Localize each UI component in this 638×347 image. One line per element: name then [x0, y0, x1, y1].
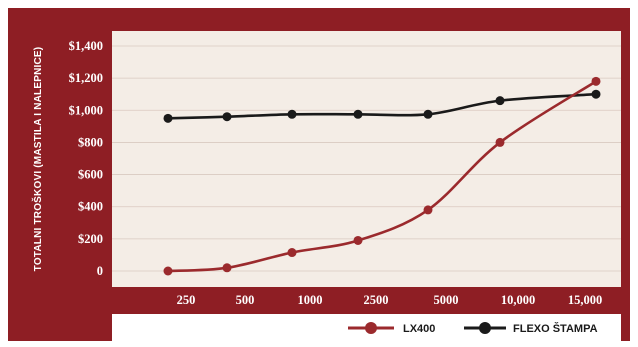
legend-label: FLEXO ŠTAMPA — [513, 322, 598, 335]
legend-label: LX400 — [403, 323, 435, 335]
data-point — [591, 89, 601, 99]
data-point — [163, 113, 173, 123]
legend-marker — [479, 322, 491, 334]
y-tick-label: $1,400 — [69, 39, 103, 53]
data-point — [287, 109, 297, 119]
y-tick-label: $600 — [78, 168, 103, 182]
y-tick-labels: $1,400 $1,200 $1,000 $800 $600 $400 $200 0 — [69, 39, 103, 278]
x-tick-label: 2500 — [364, 293, 389, 307]
legend-marker — [365, 322, 377, 334]
data-point — [495, 96, 505, 106]
data-point — [222, 112, 232, 122]
x-tick-label: 250 — [177, 293, 196, 307]
data-point — [163, 266, 173, 276]
x-axis-label: KOLIČINA U NALEPNICAMA — [124, 322, 272, 335]
y-tick-label: $200 — [78, 232, 103, 246]
data-point — [495, 137, 505, 147]
y-tick-label: $400 — [78, 200, 103, 214]
series-group — [163, 76, 601, 276]
x-tick-label: 500 — [236, 293, 255, 307]
data-point — [423, 109, 433, 119]
data-point — [423, 205, 433, 215]
y-tick-label: $1,000 — [69, 103, 103, 117]
data-point — [222, 263, 232, 273]
y-tick-label: $800 — [78, 135, 103, 149]
x-tick-label: 15,000 — [568, 293, 602, 307]
plot-area — [112, 31, 621, 287]
data-point — [287, 248, 297, 258]
data-point — [353, 235, 363, 245]
y-axis-label: TOTALNI TROŠKOVI (MASTILA I NALEPNICE) — [31, 47, 44, 272]
x-tick-labels: 250 500 1000 2500 5000 10,000 15,000 — [177, 293, 603, 307]
x-tick-label: 1000 — [298, 293, 323, 307]
x-tick-label: 5000 — [434, 293, 459, 307]
y-tick-label: 0 — [97, 264, 103, 278]
data-point — [591, 76, 601, 86]
x-tick-label: 10,000 — [501, 293, 535, 307]
data-point — [353, 109, 363, 119]
y-tick-label: $1,200 — [69, 71, 103, 85]
legend: LX400 FLEXO ŠTAMPA — [348, 322, 598, 335]
